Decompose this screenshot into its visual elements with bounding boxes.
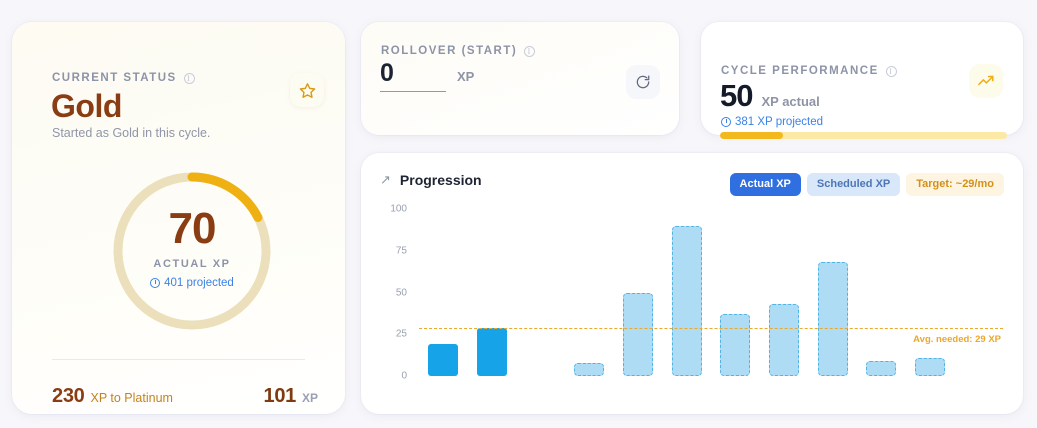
donut-svg bbox=[113, 172, 271, 330]
target-status-unit: XP to Platinum bbox=[90, 391, 173, 405]
progression-legend: Actual XP Scheduled XP Target: ~29/mo bbox=[729, 173, 1004, 196]
next-rollover-block: NEXT ROLLOVER i 101 XP bbox=[264, 376, 319, 408]
card-divider bbox=[52, 359, 305, 360]
reset-icon[interactable] bbox=[626, 65, 660, 99]
bar-scheduled-xp-8[interactable] bbox=[768, 304, 800, 376]
current-status-eyebrow-label: CURRENT STATUS bbox=[52, 72, 177, 84]
current-status-eyebrow: CURRENT STATUS i bbox=[52, 72, 195, 84]
clock-icon bbox=[150, 278, 161, 288]
average-needed-line bbox=[419, 327, 1003, 329]
trending-up-icon[interactable] bbox=[969, 64, 1003, 98]
y-tick-25: 25 bbox=[395, 328, 407, 340]
cycle-performance-projected: 381 XP projected bbox=[721, 116, 823, 128]
info-icon[interactable]: i bbox=[524, 45, 536, 57]
rollover-start-eyebrow-label: ROLLOVER (START) bbox=[381, 45, 518, 57]
legend-scheduled-xp[interactable]: Scheduled XP bbox=[806, 173, 901, 196]
arrow-up-right-icon: ↗ bbox=[380, 172, 391, 187]
donut-projected-label: 401 projected bbox=[164, 277, 234, 289]
average-needed-label: Avg. needed: 29 XP bbox=[913, 333, 1001, 345]
bar-actual-xp-1[interactable] bbox=[428, 344, 459, 376]
target-status-value: 230 bbox=[52, 385, 85, 407]
cycle-performance-unit: XP actual bbox=[761, 94, 820, 109]
bar-actual-xp-2[interactable] bbox=[476, 327, 508, 376]
cycle-performance-card: CYCLE PERFORMANCE i 50 XP actual 381 XP … bbox=[701, 22, 1023, 139]
bar-scheduled-xp-5[interactable] bbox=[622, 292, 654, 376]
progression-plot: 0 25 50 75 100 Avg. needed: 29 XP bbox=[381, 201, 1003, 396]
bar-scheduled-xp-10[interactable] bbox=[866, 360, 897, 376]
y-tick-0: 0 bbox=[401, 370, 407, 382]
actual-xp-donut: 70 ACTUAL XP 401 projected bbox=[109, 168, 275, 334]
bar-scheduled-xp-6[interactable] bbox=[671, 225, 702, 376]
progression-title-row: ↗ Progression bbox=[380, 172, 482, 188]
bar-scheduled-xp-9[interactable] bbox=[817, 262, 848, 376]
tier-subtitle: Started as Gold in this cycle. bbox=[52, 126, 211, 140]
y-tick-75: 75 bbox=[395, 245, 407, 257]
next-rollover-value-row: 101 XP bbox=[264, 385, 319, 408]
legend-target: Target: ~29/mo bbox=[906, 173, 1004, 196]
progression-title: Progression bbox=[399, 172, 482, 188]
next-rollover-unit: XP bbox=[301, 391, 318, 405]
rollover-start-eyebrow: ROLLOVER (START) i bbox=[381, 45, 536, 57]
donut-value: 70 bbox=[168, 204, 217, 253]
donut-label: ACTUAL XP bbox=[153, 258, 231, 270]
rollover-input-wrap: XP bbox=[380, 59, 474, 92]
bar-scheduled-xp-7[interactable] bbox=[720, 314, 751, 376]
cycle-performance-progress-track bbox=[720, 132, 1007, 139]
progression-chart-card: ↗ Progression Actual XP Scheduled XP Tar… bbox=[361, 153, 1023, 414]
donut-progress-arc bbox=[113, 172, 271, 330]
legend-actual-xp[interactable]: Actual XP bbox=[729, 173, 801, 196]
current-status-card: CURRENT STATUS i Gold Started as Gold in… bbox=[12, 22, 345, 414]
bar-scheduled-xp-4[interactable] bbox=[574, 362, 605, 376]
donut-projected: 401 projected bbox=[109, 277, 275, 289]
cycle-performance-progress-fill bbox=[720, 132, 784, 139]
bar-group bbox=[419, 201, 1003, 396]
info-icon[interactable]: i bbox=[183, 72, 195, 84]
target-status-value-row: 230 XP to Platinum bbox=[52, 385, 173, 408]
rollover-start-input[interactable] bbox=[380, 59, 446, 92]
y-tick-100: 100 bbox=[390, 203, 407, 215]
bar-scheduled-xp-11[interactable] bbox=[914, 357, 946, 376]
cycle-performance-value-row: 50 XP actual bbox=[720, 78, 820, 114]
cycle-performance-eyebrow-label: CYCLE PERFORMANCE bbox=[721, 65, 879, 77]
clock-icon bbox=[721, 117, 731, 127]
target-status-block: TARGET STATUS 230 XP to Platinum bbox=[52, 376, 173, 408]
y-tick-50: 50 bbox=[395, 287, 407, 298]
cycle-performance-value: 50 bbox=[720, 78, 753, 113]
tier-name: Gold bbox=[51, 88, 122, 124]
next-rollover-value: 101 bbox=[263, 385, 297, 407]
cycle-performance-projected-label: 381 XP projected bbox=[735, 116, 824, 128]
info-icon[interactable]: i bbox=[885, 65, 897, 77]
star-icon[interactable] bbox=[290, 73, 324, 107]
rollover-start-card: ROLLOVER (START) i XP bbox=[361, 22, 679, 135]
rollover-start-unit: XP bbox=[457, 69, 475, 84]
cycle-performance-eyebrow: CYCLE PERFORMANCE i bbox=[721, 65, 897, 77]
